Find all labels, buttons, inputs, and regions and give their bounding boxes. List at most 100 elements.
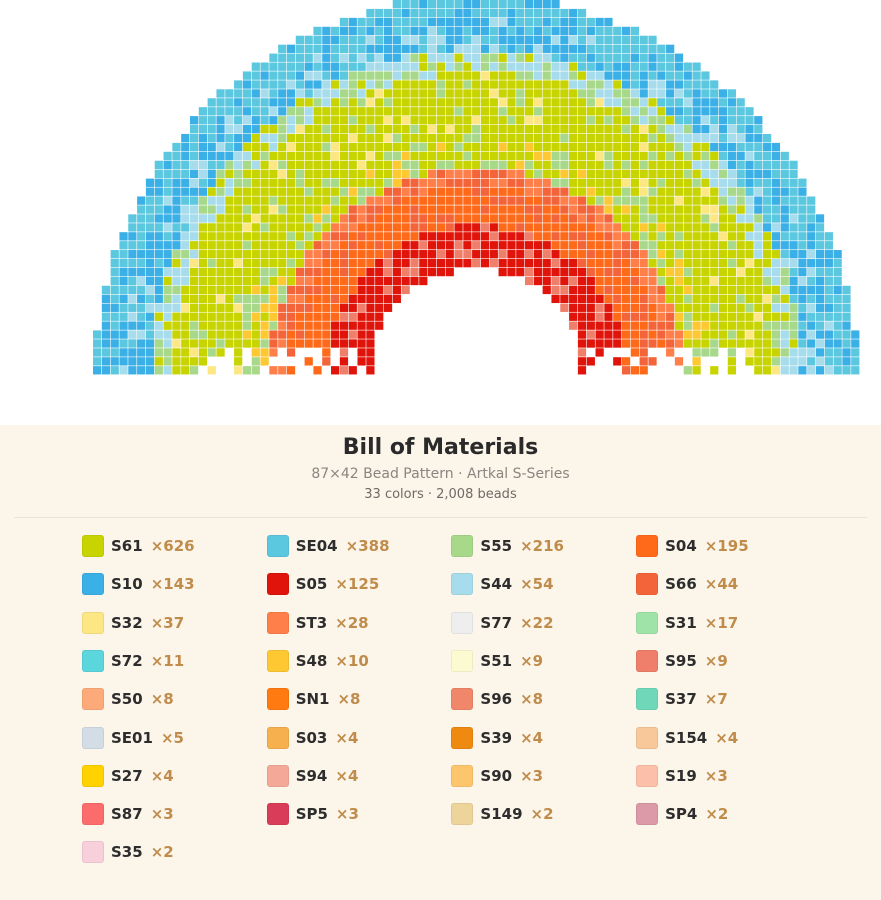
bead	[286, 89, 296, 98]
bead	[604, 142, 613, 152]
bead	[410, 44, 419, 53]
bead	[163, 312, 172, 321]
bead	[445, 125, 454, 134]
bead	[401, 80, 410, 89]
bead	[648, 151, 657, 161]
bead	[718, 178, 728, 187]
bead	[383, 303, 393, 312]
bead	[313, 223, 322, 232]
bead	[286, 151, 296, 161]
bead	[692, 133, 701, 143]
bead	[322, 107, 331, 116]
bead	[560, 160, 569, 170]
bead	[842, 330, 851, 339]
bead	[216, 142, 225, 152]
bead	[683, 125, 692, 134]
bead	[542, 142, 551, 152]
bead	[234, 312, 243, 321]
bead	[842, 357, 851, 366]
bead	[657, 312, 666, 321]
bead	[560, 187, 569, 196]
bead	[463, 142, 472, 152]
color-code: S61	[111, 537, 143, 555]
bead	[401, 53, 410, 62]
bead	[736, 107, 745, 116]
color-code: SE01	[111, 728, 153, 747]
bead	[401, 258, 410, 268]
bead	[683, 107, 692, 116]
bead	[657, 169, 666, 178]
bead	[551, 160, 560, 170]
bead	[604, 35, 613, 45]
bead	[463, 107, 472, 116]
color-code: S154	[665, 728, 708, 747]
bead	[410, 205, 419, 214]
bead	[586, 89, 595, 98]
bead	[366, 321, 375, 330]
bead	[666, 62, 675, 71]
bead	[824, 276, 833, 286]
bead	[472, 98, 481, 107]
bead	[586, 303, 595, 312]
bead	[436, 142, 446, 152]
bead	[745, 348, 754, 357]
bead	[207, 339, 216, 348]
color-code: S35	[111, 843, 143, 862]
bead	[718, 89, 728, 98]
bead	[339, 232, 349, 241]
bead	[322, 26, 331, 36]
bead	[771, 205, 781, 214]
bead	[383, 116, 393, 125]
bead	[551, 80, 560, 89]
bead	[692, 357, 701, 366]
bead	[304, 303, 313, 312]
bead	[181, 223, 190, 232]
bead	[225, 339, 234, 348]
bead	[630, 250, 639, 259]
bead	[604, 62, 613, 71]
bead	[736, 160, 745, 170]
bead	[533, 241, 543, 250]
bead	[639, 321, 648, 330]
bead	[648, 80, 657, 89]
bead	[648, 44, 657, 53]
bead	[295, 125, 304, 134]
bead-count: ×7	[704, 690, 728, 709]
bead	[666, 321, 675, 330]
bead	[833, 366, 842, 375]
bead	[339, 53, 349, 62]
bead	[621, 196, 631, 205]
bead	[216, 107, 225, 116]
bead	[101, 366, 111, 375]
bead	[234, 267, 243, 277]
bead	[613, 98, 622, 107]
bead	[507, 89, 516, 98]
bead	[357, 89, 366, 98]
bead	[621, 330, 631, 339]
bead	[198, 267, 208, 277]
bead	[357, 223, 366, 232]
bead	[428, 142, 437, 152]
bead	[666, 250, 675, 259]
bead	[286, 196, 296, 205]
bead	[648, 133, 657, 143]
bead	[701, 133, 710, 143]
bead	[595, 125, 604, 134]
bead	[189, 187, 199, 196]
bead	[419, 276, 428, 286]
color-swatch	[451, 764, 474, 787]
bead	[718, 276, 728, 286]
bead	[674, 53, 684, 62]
bead	[357, 312, 366, 321]
bead	[339, 71, 349, 80]
bead	[295, 80, 304, 89]
bead	[216, 178, 225, 187]
bead	[560, 133, 569, 143]
bead	[586, 160, 595, 170]
bead	[392, 205, 401, 214]
bead-count: ×22	[520, 613, 554, 632]
bead	[551, 71, 560, 80]
bead	[436, 26, 446, 36]
bead	[278, 339, 287, 348]
bead	[771, 178, 781, 187]
